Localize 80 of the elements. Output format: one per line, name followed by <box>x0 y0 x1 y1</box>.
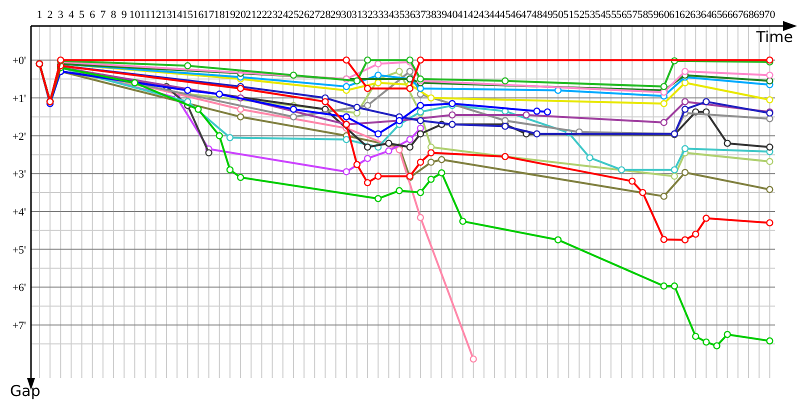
x-tick-label: 50 <box>552 9 564 21</box>
x-tick-label: 65 <box>711 9 723 21</box>
x-tick-label: 28 <box>320 9 332 21</box>
x-tick-label: 61 <box>668 9 680 21</box>
x-tick-label: 21 <box>246 9 257 21</box>
x-tick-label: 41 <box>457 9 468 21</box>
x-tick-label: 14 <box>172 9 184 21</box>
x-tick-label: 6 <box>90 9 96 21</box>
x-tick-label: 17 <box>203 9 215 21</box>
x-axis-title: Time <box>755 28 793 46</box>
x-tick-label: 62 <box>680 9 691 21</box>
x-tick-label: 23 <box>266 9 278 21</box>
x-tick-label: 12 <box>150 9 162 21</box>
x-tick-label: 70 <box>764 9 776 21</box>
x-tick-label: 26 <box>298 9 310 21</box>
x-tick-label: 24 <box>277 9 289 21</box>
x-tick-label: 35 <box>394 9 406 21</box>
x-tick-label: 43 <box>478 9 490 21</box>
x-tick-label: 16 <box>192 9 204 21</box>
x-tick-label: 67 <box>732 9 744 21</box>
y-tick-label: +5' <box>12 244 26 256</box>
x-tick-label: 44 <box>489 9 501 21</box>
x-tick-label: 59 <box>648 9 660 21</box>
x-tick-label: 8 <box>110 9 117 21</box>
x-tick-label: 27 <box>309 9 321 21</box>
x-tick-label: 20 <box>235 9 247 21</box>
x-tick-label: 66 <box>722 9 734 21</box>
x-tick-label: 42 <box>468 9 479 21</box>
x-tick-label: 1 <box>36 9 42 21</box>
x-tick-label: 57 <box>626 9 638 21</box>
x-tick-label: 53 <box>584 9 596 21</box>
x-tick-label: 48 <box>531 9 543 21</box>
x-tick-label: 18 <box>214 9 226 21</box>
x-tick-label: 49 <box>542 9 554 21</box>
x-tick-label: 10 <box>129 9 141 21</box>
x-tick-label: 58 <box>637 9 649 21</box>
x-tick-label: 22 <box>256 9 268 21</box>
x-tick-label: 55 <box>605 9 617 21</box>
x-tick-label: 11 <box>140 9 151 21</box>
x-tick-label: 3 <box>58 9 64 21</box>
x-tick-label: 7 <box>100 9 106 21</box>
y-axis-title: Gap <box>10 382 40 400</box>
y-tick-label: +4' <box>12 206 26 218</box>
y-tick-label: +3' <box>12 168 26 181</box>
x-tick-label: 68 <box>743 9 755 21</box>
x-tick-label: 56 <box>616 9 628 21</box>
x-tick-label: 30 <box>340 9 352 21</box>
x-tick-label: 39 <box>436 9 448 21</box>
x-tick-label: 46 <box>510 9 522 21</box>
x-tick-label: 64 <box>700 9 712 21</box>
x-tick-label: 60 <box>658 9 670 21</box>
x-tick-label: 15 <box>182 9 194 21</box>
x-tick-label: 45 <box>500 9 512 21</box>
x-tick-label: 13 <box>160 9 172 21</box>
y-tick-label: +7' <box>12 320 26 332</box>
y-tick-label: +1' <box>12 92 26 105</box>
x-tick-label: 29 <box>330 9 342 21</box>
x-tick-label: 69 <box>754 9 766 21</box>
x-tick-label: 5 <box>79 9 86 21</box>
x-tick-label: 47 <box>520 9 532 21</box>
x-tick-label: 34 <box>383 9 395 21</box>
x-tick-label: 2 <box>47 9 53 21</box>
x-tick-label: 63 <box>690 9 702 21</box>
y-tick-label: +2' <box>12 130 26 143</box>
x-tick-label: 36 <box>404 9 416 21</box>
x-tick-label: 40 <box>446 9 458 21</box>
x-tick-label: 25 <box>288 9 300 21</box>
x-tick-label: 31 <box>351 9 362 21</box>
x-tick-label: 4 <box>68 9 74 21</box>
y-tick-label: +0' <box>12 55 26 68</box>
x-tick-label: 54 <box>594 9 606 21</box>
x-tick-label: 38 <box>426 9 438 21</box>
y-tick-label: +6' <box>12 282 26 294</box>
x-tick-label: 37 <box>414 9 426 21</box>
x-tick-label: 32 <box>362 9 374 21</box>
x-tick-label: 52 <box>574 9 585 21</box>
x-tick-label: 19 <box>224 9 236 21</box>
x-tick-label: 51 <box>563 9 574 21</box>
x-tick-label: 9 <box>121 9 128 21</box>
x-tick-label: 33 <box>372 9 384 21</box>
